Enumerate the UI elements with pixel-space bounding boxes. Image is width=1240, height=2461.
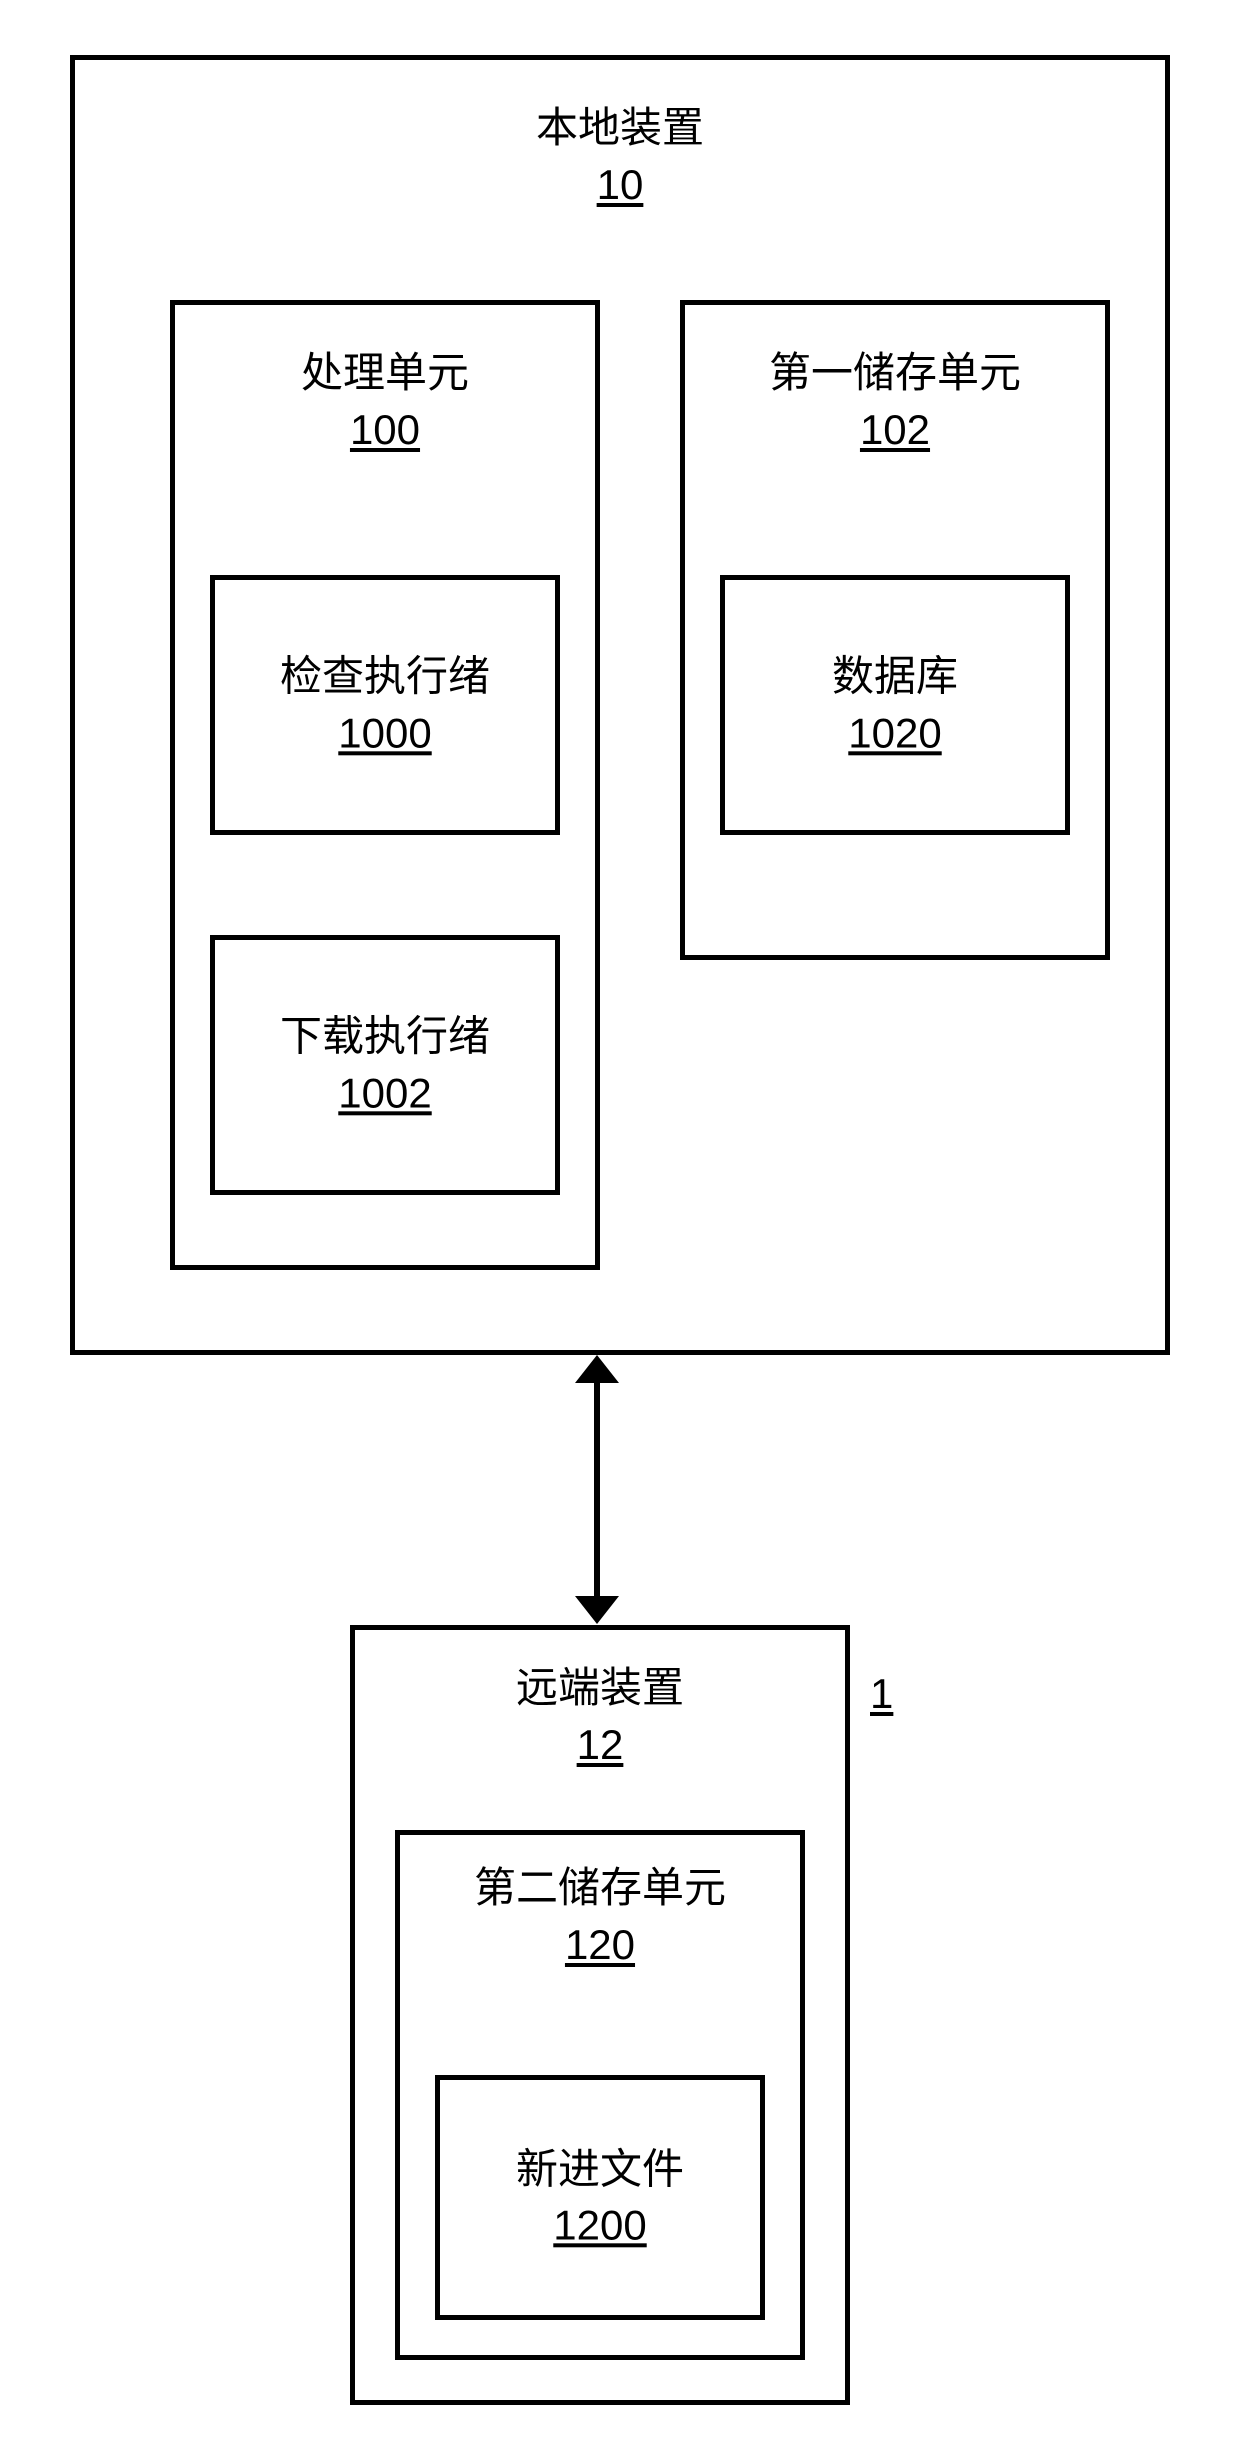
new-file-title: 新进文件 1200 [440,2141,760,2254]
remote-device-num: 12 [577,1717,624,1774]
new-file-num: 1200 [553,2198,646,2255]
download-thread-name: 下载执行绪 [215,1008,555,1065]
database-title: 数据库 1020 [725,648,1065,761]
processing-unit-name: 处理单元 [175,345,595,402]
arrow-head-down-icon [575,1596,619,1624]
remote-device-title: 远端装置 12 [355,1660,845,1773]
arrow-line [594,1377,600,1603]
download-thread-title: 下载执行绪 1002 [215,1008,555,1121]
diagram-canvas: 本地装置 10 处理单元 100 检查执行绪 1000 下载执行绪 1002 第… [0,0,1240,2461]
processing-unit-num: 100 [350,402,420,459]
first-storage-title: 第一储存单元 102 [685,345,1105,458]
second-storage-title: 第二储存单元 120 [400,1860,800,1973]
second-storage-name: 第二储存单元 [400,1860,800,1917]
processing-unit-title: 处理单元 100 [175,345,595,458]
check-thread-title: 检查执行绪 1000 [215,648,555,761]
database-num: 1020 [848,705,941,762]
remote-device-name: 远端装置 [355,1660,845,1717]
local-device-num: 10 [597,157,644,214]
box-new-file: 新进文件 1200 [435,2075,765,2320]
new-file-name: 新进文件 [440,2141,760,2198]
check-thread-num: 1000 [338,705,431,762]
box-check-thread: 检查执行绪 1000 [210,575,560,835]
local-device-name: 本地装置 [75,100,1165,157]
check-thread-name: 检查执行绪 [215,648,555,705]
first-storage-name: 第一储存单元 [685,345,1105,402]
arrow-head-up-icon [575,1355,619,1383]
second-storage-num: 120 [565,1917,635,1974]
database-name: 数据库 [725,648,1065,705]
download-thread-num: 1002 [338,1065,431,1122]
first-storage-num: 102 [860,402,930,459]
local-device-title: 本地装置 10 [75,100,1165,213]
box-database: 数据库 1020 [720,575,1070,835]
system-label: 1 [870,1670,893,1718]
box-download-thread: 下载执行绪 1002 [210,935,560,1195]
